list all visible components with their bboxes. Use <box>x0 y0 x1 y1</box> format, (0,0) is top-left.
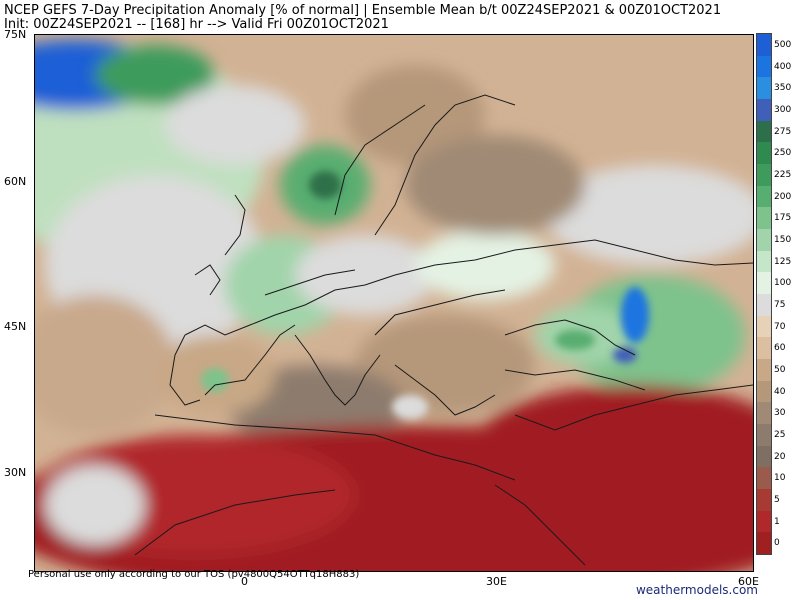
map-title: NCEP GEFS 7-Day Precipitation Anomaly [%… <box>4 3 722 18</box>
lon-label-0: 0 <box>241 575 248 588</box>
colorbar-label: 10 <box>774 473 786 484</box>
colorbar-label: 75 <box>774 299 786 310</box>
colorbar-segment <box>757 532 771 555</box>
colorbar-segment <box>757 359 771 381</box>
colorbar-label: 400 <box>774 61 792 72</box>
colorbar-label: 225 <box>774 169 792 180</box>
colorbar-label: 40 <box>774 386 786 397</box>
colorbar-label: 300 <box>774 104 792 115</box>
colorbar-segment <box>757 185 771 208</box>
anomaly-field <box>35 40 753 571</box>
colorbar-label: 50 <box>774 364 786 375</box>
colorbar-segment <box>757 229 771 251</box>
colorbar-label: 125 <box>774 256 792 267</box>
colorbar-segment <box>757 315 771 338</box>
colorbar-segment <box>757 164 771 186</box>
colorbar-segment <box>757 250 771 273</box>
colorbar-segment <box>757 77 771 100</box>
colorbar-label: 250 <box>774 148 792 159</box>
colorbar-segment <box>757 424 771 446</box>
lon-label-60e: 60E <box>738 575 759 588</box>
colorbar-segment <box>757 99 771 121</box>
colorbar-label: 5 <box>774 494 780 505</box>
tos-credit: Personal use only according to our TOS (… <box>28 569 360 580</box>
lat-label-45n: 45N <box>4 320 27 333</box>
colorbar-segment <box>757 380 771 403</box>
colorbar-label: 30 <box>774 408 786 419</box>
colorbar-segment <box>757 402 771 425</box>
colorbar <box>756 33 772 555</box>
precipitation-anomaly-map <box>34 34 754 572</box>
lon-label-30e: 30E <box>486 575 507 588</box>
colorbar-segment <box>757 510 771 533</box>
colorbar-segment <box>757 467 771 490</box>
map-subtitle: Init: 00Z24SEP2021 -- [168] hr --> Valid… <box>4 17 389 32</box>
colorbar-label: 0 <box>774 538 780 549</box>
colorbar-label: 100 <box>774 278 792 289</box>
colorbar-segment <box>757 34 771 56</box>
lat-label-60n: 60N <box>4 175 27 188</box>
colorbar-segment <box>757 142 771 165</box>
colorbar-segment <box>757 294 771 316</box>
colorbar-label: 200 <box>774 191 792 202</box>
colorbar-segment <box>757 272 771 295</box>
colorbar-segment <box>757 337 771 360</box>
colorbar-label: 275 <box>774 126 792 137</box>
colorbar-label: 60 <box>774 343 786 354</box>
map-canvas <box>35 35 753 571</box>
colorbar-label: 1 <box>774 516 780 527</box>
colorbar-label: 175 <box>774 213 792 224</box>
lat-label-30n: 30N <box>4 466 27 479</box>
lat-label-75n: 75N <box>4 28 27 41</box>
colorbar-label: 500 <box>774 39 792 50</box>
colorbar-label: 20 <box>774 451 786 462</box>
colorbar-segment <box>757 445 771 468</box>
colorbar-segment <box>757 489 771 511</box>
anomaly-wet-spots <box>201 171 649 419</box>
colorbar-segment <box>757 55 771 78</box>
colorbar-label: 350 <box>774 83 792 94</box>
colorbar-label: 25 <box>774 429 786 440</box>
colorbar-label: 70 <box>774 321 786 332</box>
coastlines-borders <box>134 94 753 566</box>
brand-link[interactable]: weathermodels.com <box>635 583 758 597</box>
colorbar-segment <box>757 207 771 230</box>
colorbar-segment <box>757 120 771 143</box>
colorbar-label: 150 <box>774 234 792 245</box>
